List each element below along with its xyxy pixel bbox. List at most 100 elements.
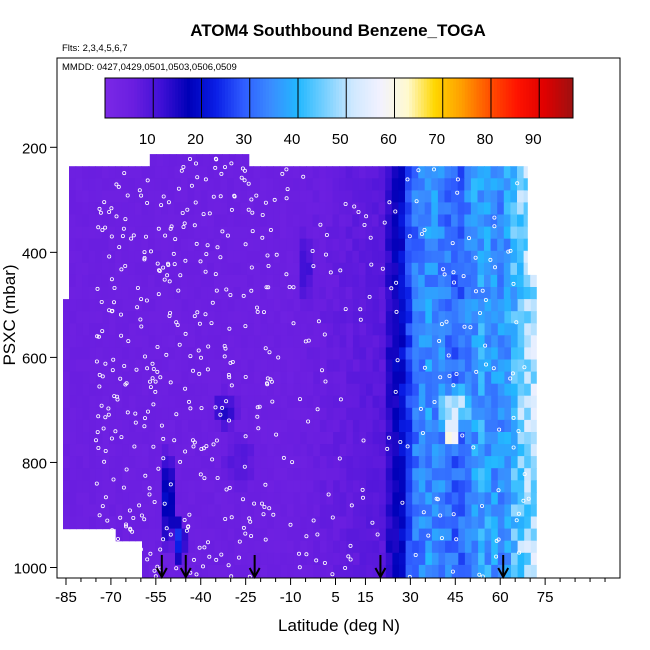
heatmap-cell (458, 504, 466, 518)
heatmap-cell (135, 516, 143, 530)
sample-marker (243, 374, 248, 379)
heatmap-cell (470, 166, 479, 179)
heatmap-cell (477, 226, 485, 240)
heatmap-cell (385, 202, 393, 216)
colorbar-segment (511, 78, 515, 118)
heatmap-cell (273, 383, 281, 397)
heatmap-cell (63, 371, 71, 385)
heatmap-cell (63, 468, 71, 481)
sample-marker (468, 325, 473, 330)
heatmap-cell (69, 432, 77, 445)
heatmap-cell (339, 166, 347, 179)
heatmap-cell (484, 564, 492, 578)
heatmap-cell (484, 214, 492, 228)
heatmap-cell (279, 214, 287, 228)
sample-marker (213, 272, 218, 277)
heatmap-cell (412, 407, 420, 421)
heatmap-cell (398, 238, 406, 252)
heatmap-cell (366, 504, 374, 518)
heatmap-cell (154, 238, 162, 252)
sample-marker (364, 214, 369, 219)
heatmap-cell (273, 395, 281, 409)
heatmap-cell (405, 311, 413, 324)
sample-marker (405, 444, 410, 449)
heatmap-cell (175, 311, 183, 324)
heatmap-cell (510, 214, 518, 228)
sample-marker (202, 545, 207, 550)
heatmap-cell (128, 480, 137, 493)
heatmap-cell (128, 492, 137, 506)
heatmap-cell (155, 395, 163, 409)
heatmap-cell (102, 432, 110, 445)
heatmap-cell (359, 456, 367, 469)
heatmap-cell (470, 262, 479, 276)
sample-marker (242, 464, 247, 469)
sample-marker (250, 229, 255, 234)
heatmap-cell (254, 456, 262, 469)
heatmap-cell (312, 178, 320, 191)
heatmap-cell (175, 516, 183, 530)
heatmap-cell (332, 226, 340, 240)
heatmap-cell (254, 299, 262, 312)
heatmap-cell (431, 407, 440, 421)
heatmap-cell (82, 383, 90, 397)
heatmap-cell (207, 335, 216, 348)
heatmap-cell (524, 456, 532, 469)
heatmap-cell (437, 166, 446, 179)
sample-marker (492, 215, 497, 220)
heatmap-cell (76, 299, 84, 312)
heatmap-cell (385, 166, 393, 179)
heatmap-cell (207, 359, 216, 373)
heatmap-cell (234, 540, 242, 554)
heatmap-cell (273, 299, 281, 312)
heatmap-cell (392, 335, 400, 348)
heatmap-cell (491, 552, 499, 566)
heatmap-cell (437, 178, 446, 191)
heatmap-cell (445, 359, 453, 373)
heatmap-cell (319, 166, 327, 179)
heatmap-cell (161, 504, 169, 518)
heatmap-cell (319, 311, 328, 324)
heatmap-cell (464, 552, 473, 566)
heatmap-cell (69, 250, 77, 264)
heatmap-cell (458, 419, 466, 433)
heatmap-cell (234, 444, 242, 457)
heatmap-cell (260, 432, 268, 445)
heatmap-cell (227, 371, 235, 385)
heatmap-cell (451, 480, 459, 493)
heatmap-cell (227, 214, 235, 228)
heatmap-cell (399, 299, 407, 312)
heatmap-cell (82, 214, 90, 228)
heatmap-cell (260, 190, 268, 204)
heatmap-cell (352, 504, 361, 518)
heatmap-cell (491, 395, 499, 409)
sample-marker (102, 459, 107, 464)
heatmap-cell (240, 383, 249, 397)
heatmap-cell (273, 468, 281, 481)
colorbar-segment (283, 78, 287, 118)
heatmap-cell (524, 504, 532, 518)
heatmap-cell (109, 383, 117, 397)
heatmap-cell (253, 274, 261, 288)
sample-marker (494, 554, 499, 559)
heatmap-cell (108, 287, 116, 300)
heatmap-cell (346, 516, 354, 530)
sample-marker (139, 324, 144, 329)
heatmap-cell (358, 274, 367, 288)
heatmap-cell (385, 383, 393, 397)
heatmap-cell (333, 432, 341, 445)
heatmap-cell (240, 214, 248, 228)
heatmap-cell (339, 456, 347, 469)
heatmap-cell (227, 178, 235, 191)
heatmap-cell (306, 311, 314, 324)
heatmap-cell (240, 516, 249, 530)
heatmap-cell (352, 238, 360, 252)
heatmap-cell (366, 299, 374, 312)
heatmap-cell (333, 528, 341, 542)
heatmap-cell (63, 419, 71, 433)
heatmap-cell (148, 262, 156, 276)
heatmap-cell (391, 226, 399, 240)
sample-marker (135, 285, 140, 290)
colorbar-segment (298, 78, 302, 118)
heatmap-cell (254, 395, 262, 409)
